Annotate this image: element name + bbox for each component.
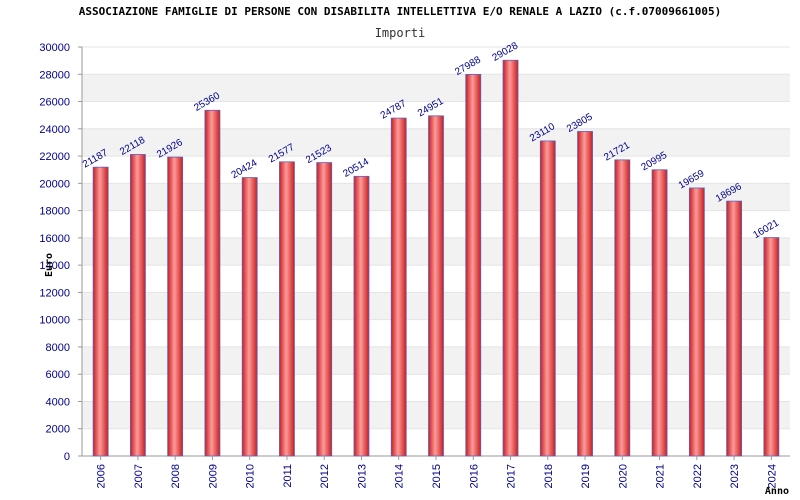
bar xyxy=(428,115,444,457)
x-tick-label: 2019 xyxy=(580,464,592,488)
bar xyxy=(651,169,668,457)
bar xyxy=(763,237,780,457)
chart-subtitle: Importi xyxy=(374,26,426,40)
chart-title: ASSOCIAZIONE FAMIGLIE DI PERSONE CON DIS… xyxy=(78,5,722,18)
y-tick-label: 6000 xyxy=(46,369,70,381)
y-tick-label: 14000 xyxy=(39,260,70,272)
y-tick-label: 12000 xyxy=(39,287,70,299)
x-tick-label: 2024 xyxy=(766,464,778,488)
bar xyxy=(726,200,743,457)
x-tick-label: 2020 xyxy=(617,464,629,488)
x-tick-labels: 2006 2007 2008 2009 2010 2011 2012 2013 2014 2015… xyxy=(96,456,778,488)
x-tick-label: 2013 xyxy=(356,464,368,488)
x-tick-label: 2006 xyxy=(96,464,108,488)
x-tick-label: 2010 xyxy=(245,464,257,488)
y-axis-label: Euro xyxy=(44,253,55,277)
x-tick-label: 2023 xyxy=(729,464,741,488)
x-tick-label: 2016 xyxy=(468,464,480,488)
x-tick-label: 2011 xyxy=(282,464,294,488)
y-tick-label: 2000 xyxy=(46,424,70,436)
bar xyxy=(129,154,146,457)
x-tick-label: 2008 xyxy=(170,464,182,488)
bar xyxy=(241,177,258,457)
bar xyxy=(539,140,556,457)
bar xyxy=(92,166,109,457)
bar xyxy=(577,131,593,457)
y-tick-label: 20000 xyxy=(39,178,70,190)
y-tick-label: 18000 xyxy=(39,206,70,218)
x-tick-label: 2017 xyxy=(506,464,518,488)
x-tick-label: 2007 xyxy=(133,464,145,488)
bar xyxy=(353,175,370,457)
y-tick-label: 8000 xyxy=(46,342,70,354)
y-tick-label: 4000 xyxy=(46,396,70,408)
bar xyxy=(279,161,295,457)
x-tick-label: 2021 xyxy=(655,464,667,488)
y-tick-label: 30000 xyxy=(39,42,70,54)
x-tick-label: 2014 xyxy=(394,464,406,488)
bar xyxy=(316,162,333,457)
x-tick-label: 2009 xyxy=(207,464,219,488)
y-tick-label: 24000 xyxy=(39,124,70,136)
x-tick-label: 2022 xyxy=(692,464,704,488)
bar xyxy=(390,117,407,457)
x-tick-label: 2015 xyxy=(431,464,443,488)
x-tick-label: 2018 xyxy=(543,464,555,488)
y-tick-label: 26000 xyxy=(39,97,70,109)
bar xyxy=(502,59,519,457)
bars xyxy=(92,59,780,457)
y-tick-label: 28000 xyxy=(39,69,70,81)
bar xyxy=(688,187,705,457)
y-tick-label: 16000 xyxy=(39,233,70,245)
grid-band xyxy=(82,74,790,102)
y-tick-label: 10000 xyxy=(39,315,70,327)
bar xyxy=(614,159,631,457)
y-tick-label: 0 xyxy=(64,451,70,463)
bar xyxy=(204,109,221,457)
x-tick-label: 2012 xyxy=(319,464,331,488)
bar xyxy=(465,74,482,457)
x-axis-label: Anno xyxy=(765,486,789,497)
y-tick-label: 22000 xyxy=(39,151,70,163)
bar xyxy=(167,156,184,457)
y-tick-labels: 0 2000 4000 6000 8000 10000 12000 14000 16000 180… xyxy=(39,42,82,463)
